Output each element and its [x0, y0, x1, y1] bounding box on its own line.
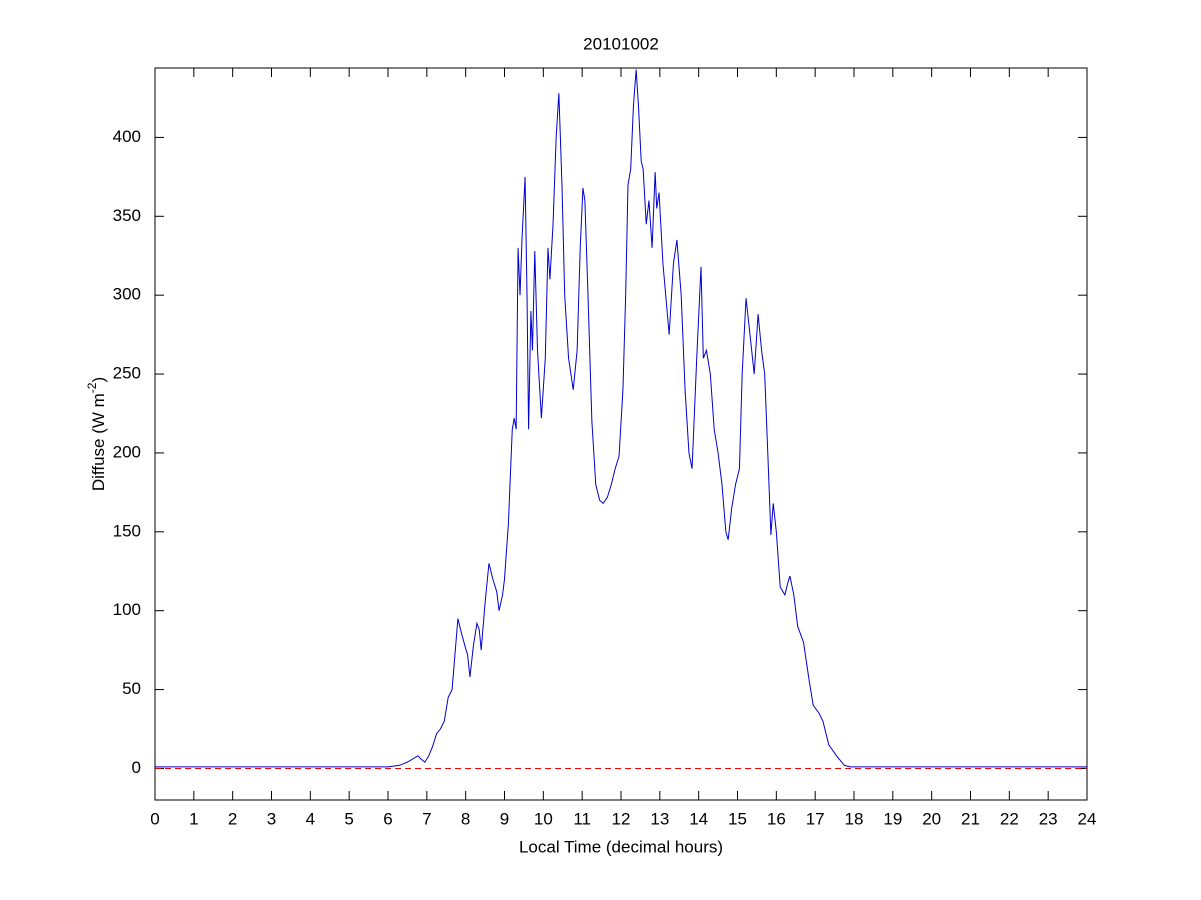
x-tick-label: 15 — [728, 809, 747, 828]
x-tick-label: 6 — [383, 809, 392, 828]
x-tick-label: 24 — [1078, 809, 1097, 828]
x-tick-label: 11 — [573, 809, 591, 828]
x-tick-label: 19 — [883, 809, 902, 828]
x-tick-label: 2 — [228, 809, 237, 828]
data-line — [155, 69, 1087, 768]
x-tick-label: 22 — [1000, 809, 1019, 828]
x-tick-label: 12 — [612, 809, 631, 828]
x-tick-label: 23 — [1039, 809, 1058, 828]
x-tick-label: 20 — [922, 809, 941, 828]
y-tick-label: 0 — [132, 758, 141, 777]
x-tick-label: 9 — [500, 809, 509, 828]
plot-frame — [154, 67, 1088, 801]
x-tick-label: 16 — [767, 809, 786, 828]
x-tick-label: 5 — [344, 809, 353, 828]
x-tick-label: 14 — [689, 809, 708, 828]
y-tick-label: 150 — [113, 521, 141, 540]
y-tick-label: 200 — [113, 442, 141, 461]
x-tick-label: 10 — [534, 809, 553, 828]
y-tick-label: 250 — [113, 364, 141, 383]
x-tick-label: 7 — [422, 809, 431, 828]
y-axis-label: Diffuse (W m-2) — [85, 377, 108, 491]
x-tick-label: 0 — [150, 809, 159, 828]
chart-title: 20101002 — [583, 34, 659, 53]
x-tick-label: 8 — [461, 809, 470, 828]
x-tick-label: 1 — [189, 809, 198, 828]
x-tick-label: 4 — [306, 809, 315, 828]
x-tick-label: 18 — [845, 809, 864, 828]
x-tick-label: 13 — [650, 809, 669, 828]
y-tick-label: 50 — [122, 679, 141, 698]
y-tick-label: 100 — [113, 600, 141, 619]
x-tick-label: 17 — [806, 809, 825, 828]
x-tick-label: 21 — [961, 809, 980, 828]
y-tick-label: 400 — [113, 127, 141, 146]
x-axis-label: Local Time (decimal hours) — [519, 837, 723, 856]
y-tick-label: 350 — [113, 206, 141, 225]
x-tick-label: 3 — [267, 809, 276, 828]
y-tick-label: 300 — [113, 285, 141, 304]
